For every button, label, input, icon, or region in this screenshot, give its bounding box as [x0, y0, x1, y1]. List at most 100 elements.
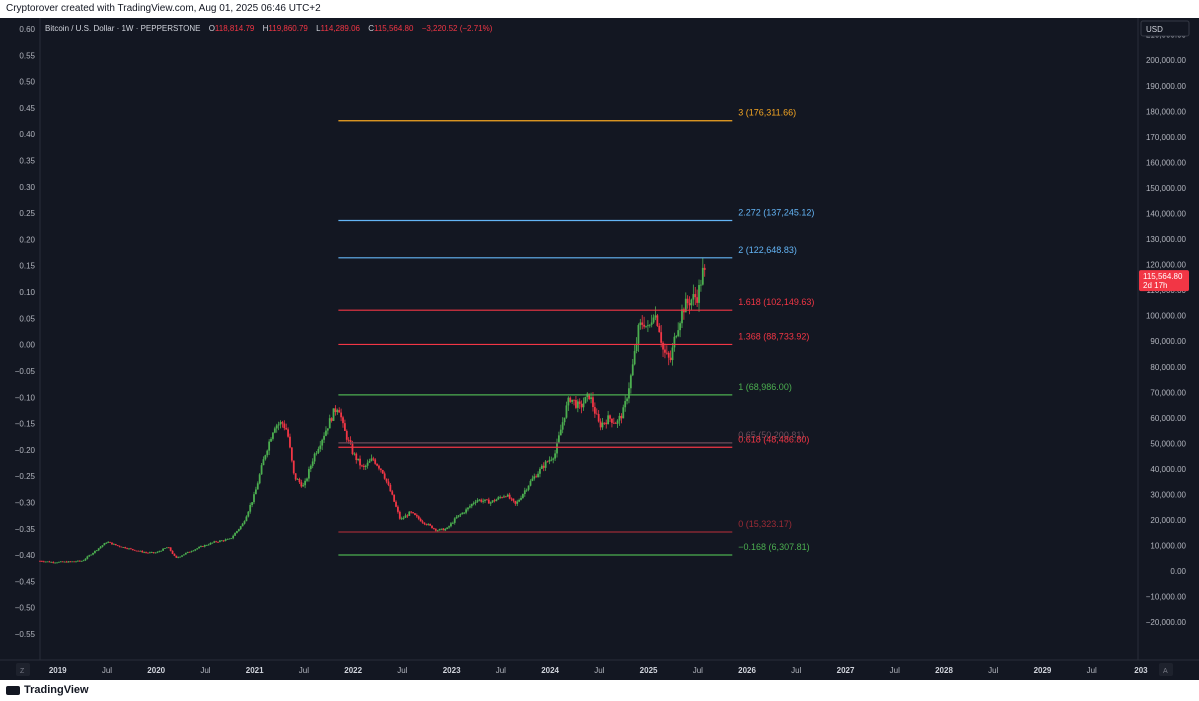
candle-body — [645, 325, 647, 327]
bar-countdown: 2d 17h — [1143, 281, 1167, 290]
candle-body — [533, 476, 536, 479]
candle-body — [629, 375, 632, 389]
price-tick-label: 120,000.00 — [1146, 261, 1187, 270]
candle-body — [389, 484, 392, 492]
candle-body — [397, 506, 399, 512]
candle-body — [296, 479, 299, 480]
candle-body — [609, 415, 611, 419]
candle-body — [595, 413, 598, 415]
candle-body — [308, 469, 310, 479]
candle-body — [290, 447, 293, 461]
candle-body — [616, 420, 619, 424]
candle-body — [88, 555, 91, 557]
candle-body — [287, 429, 289, 437]
candle-body — [306, 478, 308, 481]
price-tick-label: 140,000.00 — [1146, 209, 1187, 218]
fib-level-label: 1.368 (88,733.92) — [738, 331, 809, 341]
currency-label[interactable]: USD — [1146, 25, 1163, 34]
candle-body — [412, 512, 414, 514]
candle-body — [563, 417, 566, 423]
candle-body — [343, 423, 346, 431]
candle-body — [277, 424, 280, 426]
candle-body — [669, 357, 672, 361]
candle-body — [631, 364, 634, 376]
candle-body — [372, 458, 375, 460]
candle-body — [400, 518, 403, 520]
candle-body — [175, 555, 178, 558]
candle-body — [664, 349, 666, 353]
candle-body — [234, 532, 236, 536]
currency-button[interactable]: USD — [1140, 20, 1190, 37]
corner-left-button[interactable]: Z — [16, 663, 30, 676]
time-tick-label: Jul — [594, 666, 604, 675]
candle-body — [633, 351, 636, 365]
candle-body — [207, 544, 210, 546]
candle-body — [453, 518, 456, 523]
time-tick-label: Jul — [693, 666, 703, 675]
ratio-tick-label: 0.30 — [19, 183, 35, 192]
candle-body — [101, 545, 104, 547]
candle-body — [641, 322, 644, 325]
candle-body — [580, 403, 583, 408]
candle-body — [427, 524, 430, 525]
candle-body — [503, 496, 505, 498]
candle-body — [173, 553, 176, 556]
auto-scale-label[interactable]: A — [1163, 668, 1168, 675]
candle-body — [272, 432, 274, 439]
corner-left-label[interactable]: Z — [20, 668, 25, 675]
fib-extension[interactable]: 3 (176,311.66) 2.272 (137,245.12) 2 (122,6… — [338, 108, 814, 556]
ratio-tick-label: 0.10 — [19, 288, 35, 297]
fib-level-label: −0.168 (6,307.81) — [738, 542, 809, 552]
candle-body — [673, 336, 676, 348]
candle-body — [451, 522, 454, 524]
candle-body — [370, 458, 373, 462]
candle-body — [703, 267, 706, 270]
candle-body — [313, 453, 316, 462]
time-tick-label: Jul — [200, 666, 210, 675]
candle-body — [162, 548, 164, 551]
time-tick-label: Jul — [299, 666, 309, 675]
price-tick-label: 70,000.00 — [1150, 388, 1186, 397]
candle-body — [364, 465, 367, 467]
candle-body — [135, 550, 138, 552]
candle-body — [143, 552, 146, 554]
right-axis[interactable]: 210,000.00200,000.00190,000.00180,000.00… — [1146, 31, 1187, 628]
time-axis[interactable]: 2019 Jul 2020 Jul 2021 Jul 2022 Jul 2023 Jul 2024 J… — [49, 666, 1148, 675]
candle-body — [455, 516, 458, 519]
candle-body — [486, 499, 488, 501]
candle-body — [523, 490, 526, 495]
candle-body — [478, 499, 481, 501]
chart-area[interactable]: 3 (176,311.66) 2.272 (137,245.12) 2 (122,6… — [0, 18, 1199, 680]
candle-body — [628, 388, 630, 399]
ratio-tick-label: −0.10 — [15, 393, 36, 402]
chart-svg[interactable]: 3 (176,311.66) 2.272 (137,245.12) 2 (122,6… — [0, 18, 1199, 680]
auto-scale-button[interactable]: A — [1159, 663, 1173, 676]
candle-body — [374, 459, 377, 464]
attribution-bar: Cryptorover created with TradingView.com… — [0, 0, 1199, 18]
candle-body — [177, 557, 180, 559]
ratio-tick-label: −0.55 — [15, 630, 36, 639]
candle-body — [205, 545, 208, 546]
candle-body — [408, 511, 411, 516]
candle-body — [665, 352, 668, 354]
candle-body — [614, 422, 617, 424]
candle-body — [635, 343, 638, 352]
candle-body — [501, 497, 503, 499]
candle-body — [495, 499, 498, 502]
candle-body — [557, 435, 560, 443]
candle-body — [209, 542, 212, 545]
candle-body — [650, 322, 653, 325]
candle-body — [423, 522, 426, 525]
candle-body — [472, 503, 475, 505]
candle-body — [167, 547, 170, 549]
candle-body — [446, 527, 449, 529]
candle-body — [654, 315, 657, 318]
candle-body — [141, 550, 144, 553]
candle-body — [662, 342, 664, 350]
candle-body — [361, 465, 363, 467]
time-tick-label: 2020 — [147, 666, 165, 675]
candle-body — [128, 548, 130, 550]
candle-body — [463, 512, 466, 514]
candle-body — [236, 531, 238, 533]
fib-level-label: 2.272 (137,245.12) — [738, 208, 814, 218]
